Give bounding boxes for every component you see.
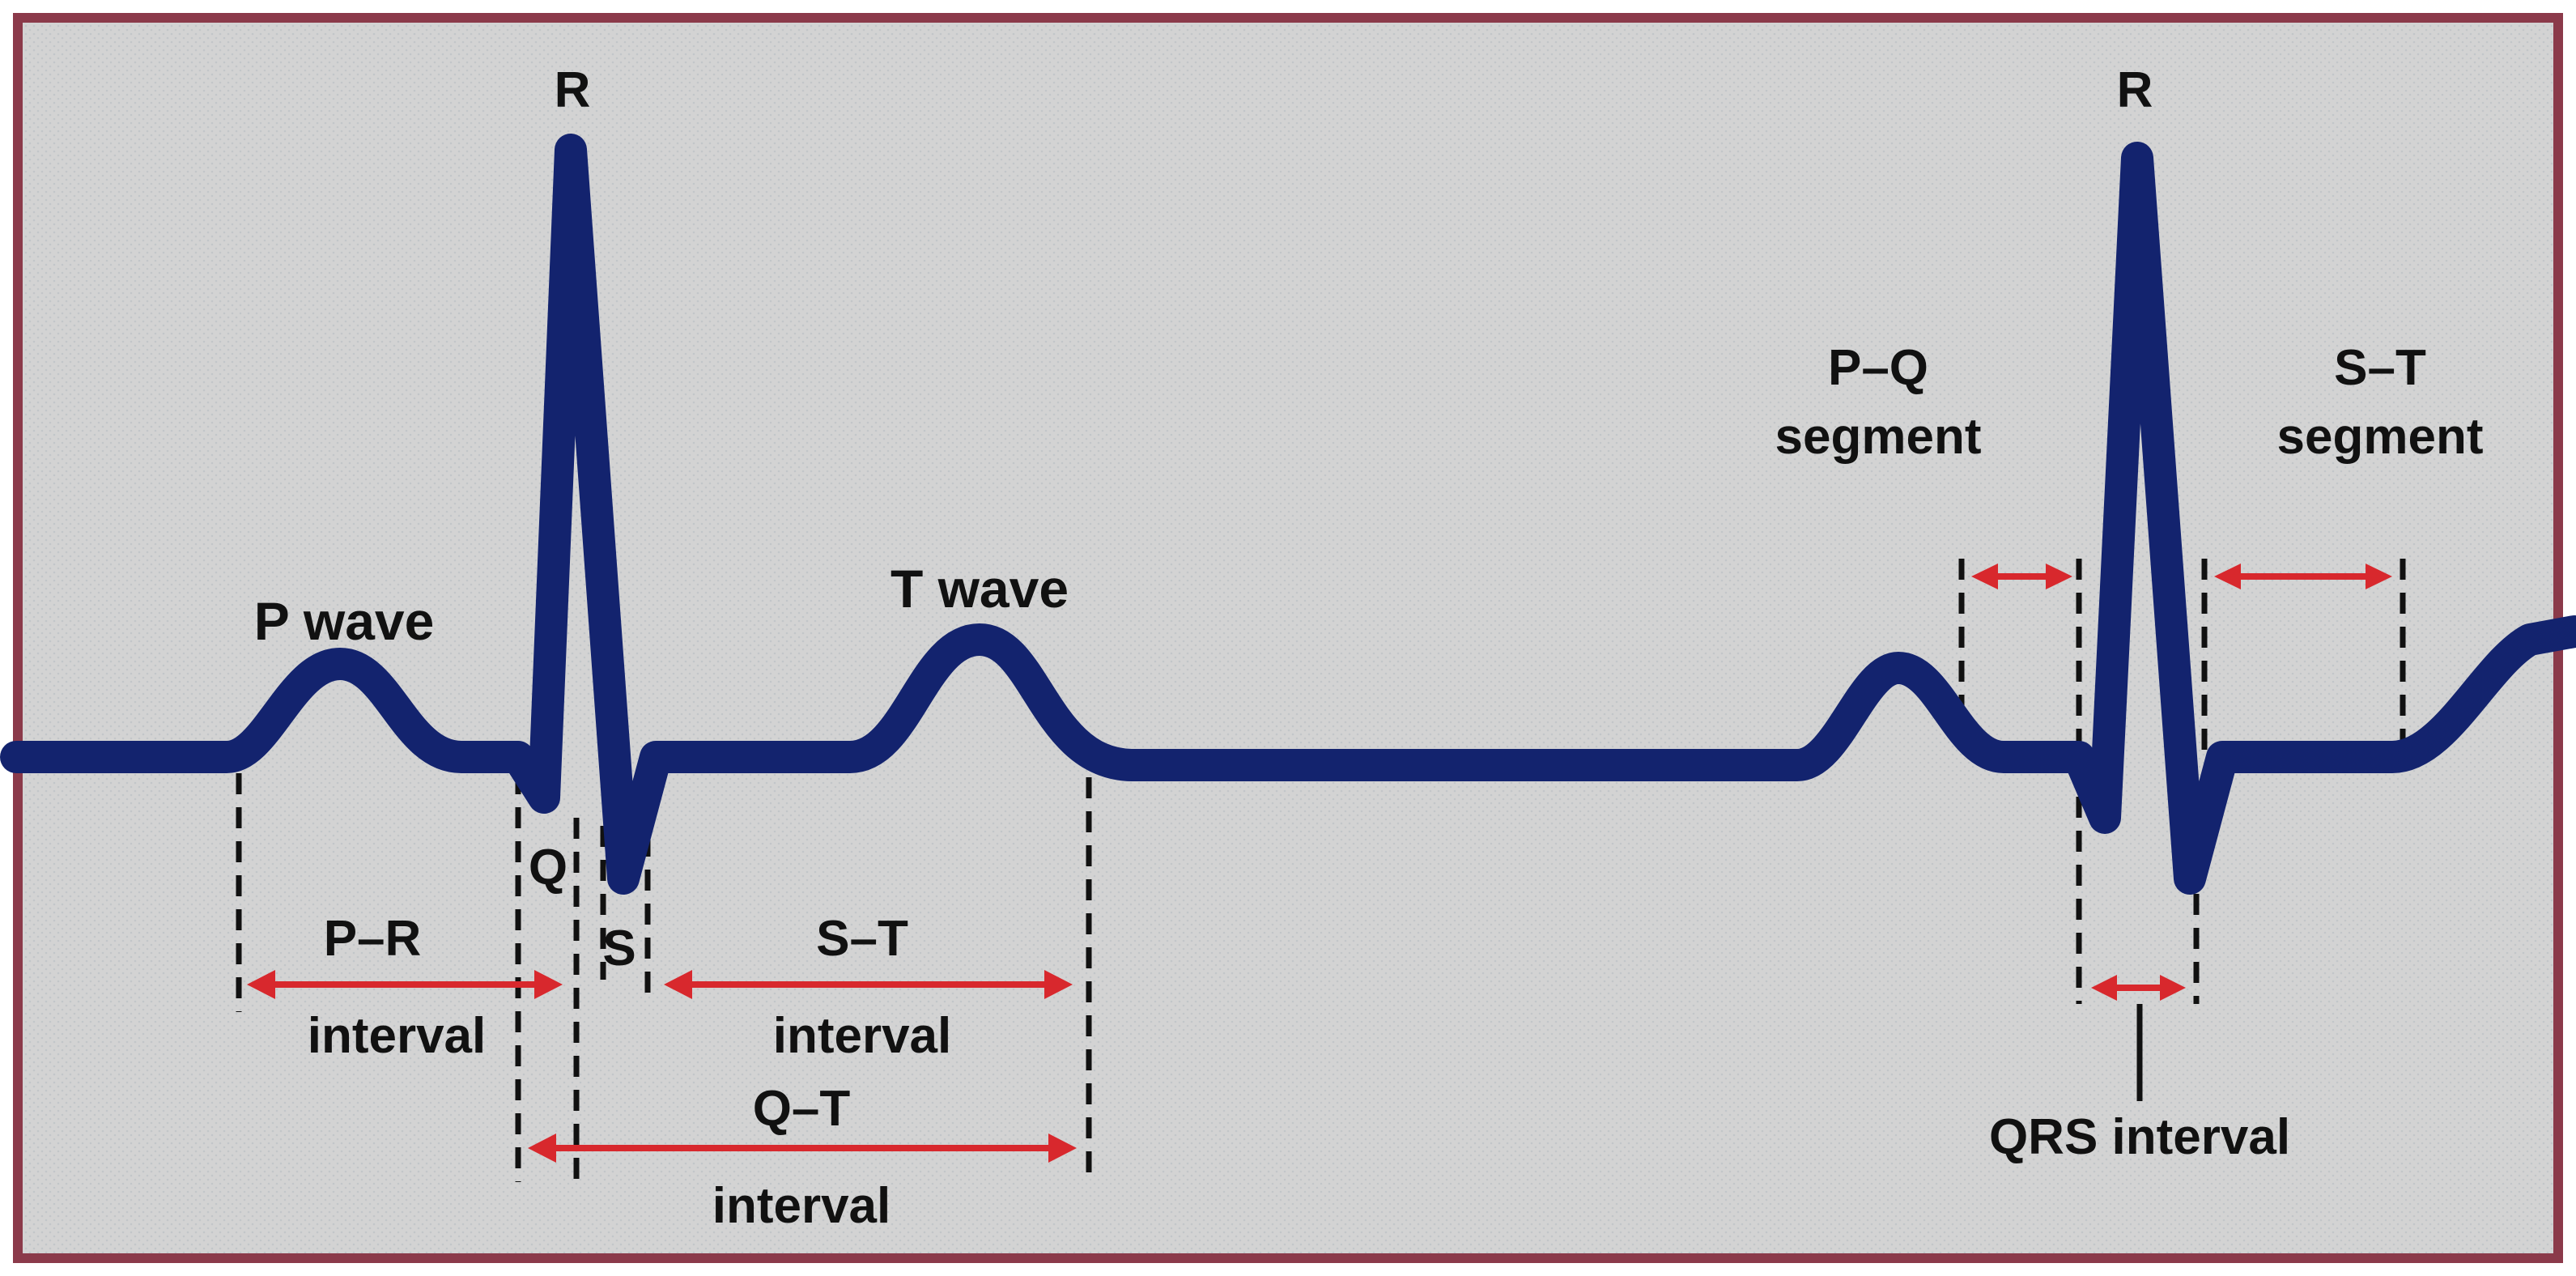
qt-interval-label-line2: interval [712,1178,891,1234]
st-segment-label-line2: segment [2277,409,2484,465]
arrow-st-interval [664,970,1073,999]
p-wave-label: P wave [254,591,435,651]
pq-segment-label-line1: P–Q [1828,340,1928,396]
arrow-qt-interval [528,1134,1077,1163]
arrow-st-segment [2214,564,2392,589]
measurement-arrows [247,564,2392,1163]
q-point-label: Q [529,840,567,895]
ecg-trace [0,134,2576,895]
qt-interval-label-line1: Q–T [753,1081,851,1137]
arrow-pr-interval [247,970,563,999]
pr-interval-label-line1: P–R [324,911,422,967]
r-peak-label-second: R [2117,62,2153,118]
st-segment-label-line1: S–T [2334,340,2426,396]
pq-segment-label-line2: segment [1775,409,1982,465]
pr-interval-label-line2: interval [308,1008,487,1064]
arrow-pq-segment [1971,564,2072,589]
s-point-label: S [602,921,635,976]
qrs-interval-label: QRS interval [1989,1109,2290,1165]
arrow-qrs-interval [2091,975,2186,1001]
st-interval-label-line2: interval [773,1008,952,1064]
st-interval-label-line1: S–T [816,911,908,967]
r-peak-label-first: R [555,62,591,118]
t-wave-label: T wave [891,559,1069,619]
